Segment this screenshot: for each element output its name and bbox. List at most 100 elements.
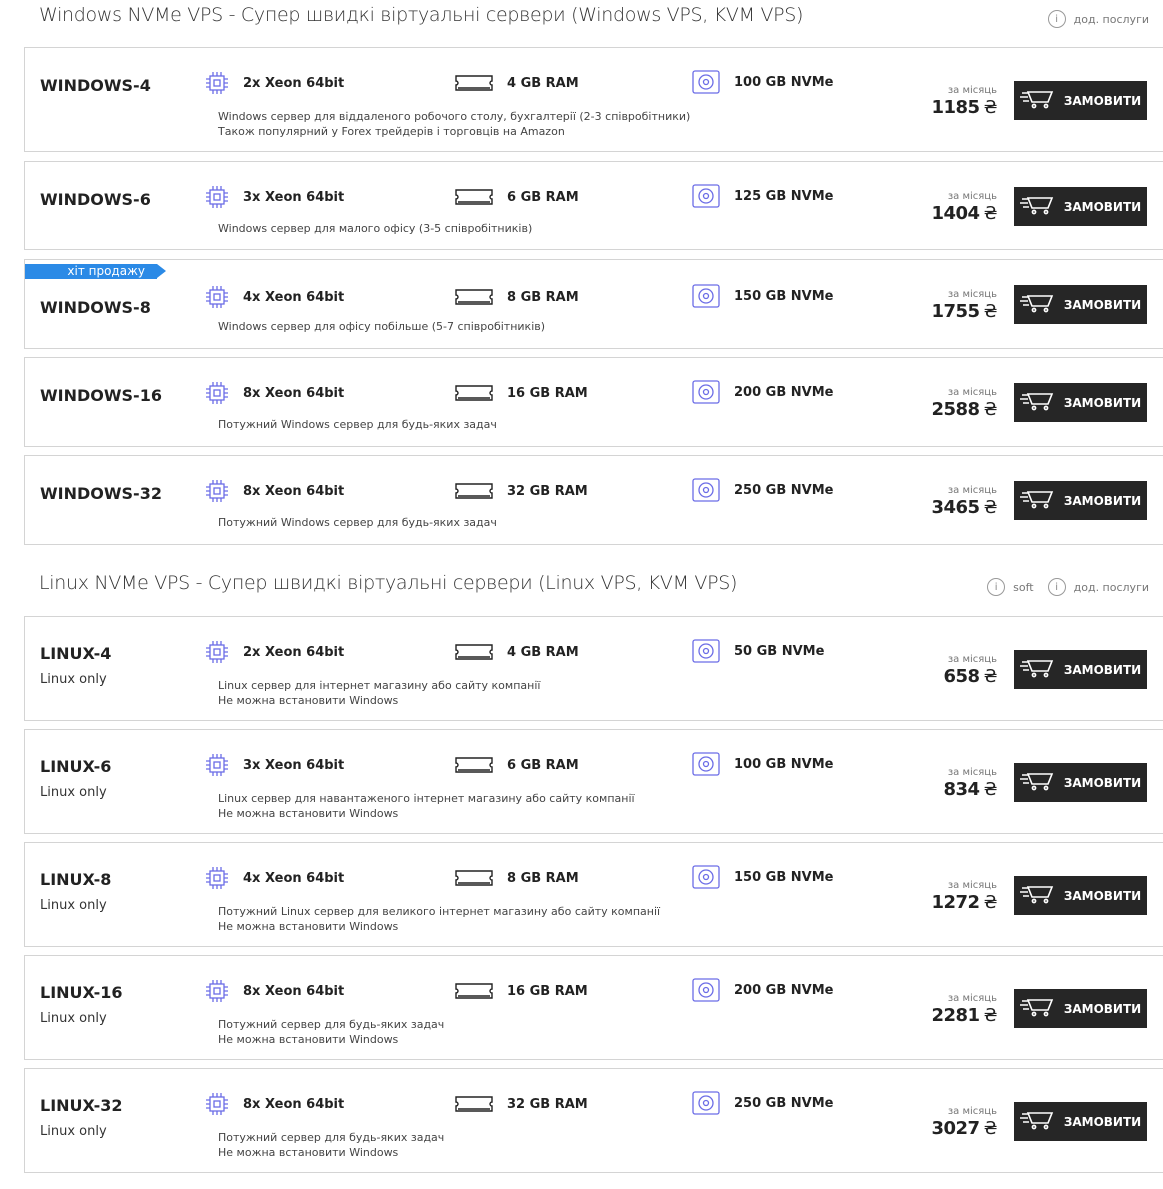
description-line: Також популярний у Forex трейдерів і тор… [218, 125, 565, 138]
ram-spec: 16 GB RAM [455, 982, 588, 1000]
plan-card: WINDOWS-4 2x Xeon 64bit 4 GB RAM 100 GB NVM… [24, 47, 1163, 152]
disk-spec: 250 GB NVMe [692, 1091, 833, 1115]
order-button[interactable]: ЗАМОВИТИ [1014, 1102, 1147, 1141]
price-period: за місяць [947, 191, 997, 202]
order-label: ЗАМОВИТИ [1063, 199, 1142, 214]
price-value: 3465 [931, 497, 980, 518]
disk-icon [692, 184, 720, 208]
plan-price: 1404 ₴ [931, 203, 997, 224]
ram-spec: 32 GB RAM [455, 482, 588, 500]
plan-description: Потужний сервер для будь-яких задач Не мо… [218, 1130, 444, 1160]
disk-value: 200 GB NVMe [734, 384, 834, 400]
plan-os-note: Linux only [40, 898, 107, 913]
cpu-spec: 8x Xeon 64bit [205, 1092, 344, 1116]
cpu-spec: 2x Xeon 64bit [205, 71, 344, 95]
plan-os-note: Linux only [40, 785, 107, 800]
order-label: ЗАМОВИТИ [1063, 888, 1142, 903]
order-button[interactable]: ЗАМОВИТИ [1014, 989, 1147, 1028]
price-value: 834 [943, 779, 980, 800]
order-button[interactable]: ЗАМОВИТИ [1014, 187, 1147, 226]
description-line: Linux сервер для інтернет магазину або с… [218, 679, 541, 692]
description-line: Потужний Linux сервер для великого інтер… [218, 905, 661, 918]
info-link[interactable]: i дод. послуги [1047, 578, 1149, 596]
ram-icon [455, 756, 493, 774]
description-line: Потужний Windows сервер для будь-яких за… [218, 418, 497, 431]
cpu-icon [205, 185, 229, 209]
disk-icon [692, 639, 720, 663]
order-button[interactable]: ЗАМОВИТИ [1014, 763, 1147, 802]
disk-value: 200 GB NVMe [734, 982, 834, 998]
ram-icon [455, 643, 493, 661]
cpu-value: 8x Xeon 64bit [243, 483, 345, 499]
currency: ₴ [983, 1005, 998, 1026]
disk-icon [692, 865, 720, 889]
cpu-icon [205, 979, 229, 1003]
plan-description: Linux сервер для навантаженого інтернет … [218, 791, 635, 821]
info-link[interactable]: i дод. послуги [1047, 10, 1149, 28]
plan-description: Потужний Linux сервер для великого інтер… [218, 904, 660, 934]
price-value: 3027 [931, 1118, 980, 1139]
order-label: ЗАМОВИТИ [1063, 1001, 1142, 1016]
plan-description: Потужний Windows сервер для будь-яких за… [218, 515, 497, 530]
cpu-icon [205, 753, 229, 777]
price-value: 1185 [931, 97, 980, 118]
price-period: за місяць [947, 654, 997, 665]
info-icon: i [1047, 10, 1066, 28]
disk-spec: 125 GB NVMe [692, 184, 833, 208]
cpu-icon [205, 866, 229, 890]
ram-spec: 4 GB RAM [455, 643, 579, 661]
ram-value: 6 GB RAM [507, 189, 579, 205]
currency: ₴ [983, 497, 998, 518]
cpu-spec: 8x Xeon 64bit [205, 381, 344, 405]
info-link[interactable]: i soft [987, 578, 1034, 596]
currency: ₴ [983, 892, 998, 913]
description-line: Потужний сервер для будь-яких задач [218, 1131, 445, 1144]
price-value: 1755 [931, 301, 980, 322]
cpu-value: 4x Xeon 64bit [243, 870, 345, 886]
plan-description: Потужний сервер для будь-яких задач Не мо… [218, 1017, 444, 1047]
disk-icon [692, 1091, 720, 1115]
plan-price: 3465 ₴ [931, 497, 997, 518]
ram-value: 4 GB RAM [507, 75, 579, 91]
order-button[interactable]: ЗАМОВИТИ [1014, 383, 1147, 422]
plan-description: Windows сервер для віддаленого робочого … [218, 109, 690, 139]
plan-name: WINDOWS-8 [40, 298, 151, 317]
ram-value: 32 GB RAM [507, 483, 588, 499]
ram-icon [455, 384, 493, 402]
disk-spec: 200 GB NVMe [692, 978, 833, 1002]
plan-card: LINUX-8 Linux only 4x Xeon 64bit 8 GB RAM 15… [24, 842, 1163, 947]
order-label: ЗАМОВИТИ [1063, 775, 1142, 790]
order-button[interactable]: ЗАМОВИТИ [1014, 481, 1147, 520]
order-button[interactable]: ЗАМОВИТИ [1014, 81, 1147, 120]
order-label: ЗАМОВИТИ [1063, 395, 1142, 410]
disk-value: 250 GB NVMe [734, 1095, 834, 1111]
price-period: за місяць [947, 880, 997, 891]
plan-description: Windows сервер для малого офісу (3-5 спі… [218, 221, 532, 236]
cpu-spec: 3x Xeon 64bit [205, 753, 344, 777]
plan-description: Потужний Windows сервер для будь-яких за… [218, 417, 497, 432]
disk-spec: 50 GB NVMe [692, 639, 824, 663]
description-line: Windows сервер для офісу побільше (5-7 с… [218, 320, 546, 333]
ram-value: 8 GB RAM [507, 870, 579, 886]
order-button[interactable]: ЗАМОВИТИ [1014, 285, 1147, 324]
disk-value: 50 GB NVMe [734, 643, 825, 659]
order-button[interactable]: ЗАМОВИТИ [1014, 876, 1147, 915]
cart-icon [1019, 89, 1054, 112]
disk-spec: 100 GB NVMe [692, 752, 833, 776]
cpu-value: 3x Xeon 64bit [243, 189, 345, 205]
order-label: ЗАМОВИТИ [1063, 493, 1142, 508]
ram-value: 4 GB RAM [507, 644, 579, 660]
price-period: за місяць [947, 85, 997, 96]
cpu-spec: 8x Xeon 64bit [205, 979, 344, 1003]
cart-icon [1019, 195, 1054, 218]
description-line: Linux сервер для навантаженого інтернет … [218, 792, 635, 805]
disk-icon [692, 380, 720, 404]
order-button[interactable]: ЗАМОВИТИ [1014, 650, 1147, 689]
disk-value: 250 GB NVMe [734, 482, 834, 498]
plan-name: WINDOWS-6 [40, 190, 151, 209]
ram-icon [455, 74, 493, 92]
ram-value: 8 GB RAM [507, 289, 579, 305]
ram-spec: 6 GB RAM [455, 188, 579, 206]
description-line: Windows сервер для віддаленого робочого … [218, 110, 691, 123]
cpu-icon [205, 381, 229, 405]
